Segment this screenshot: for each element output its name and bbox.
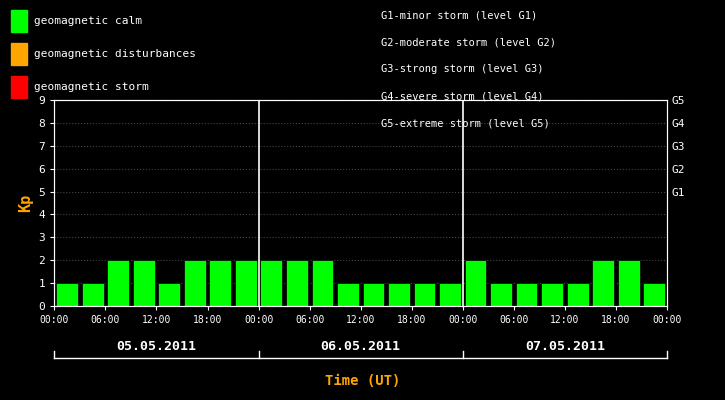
Bar	[133, 260, 154, 306]
Bar	[286, 260, 307, 306]
Bar	[312, 260, 334, 306]
Text: geomagnetic calm: geomagnetic calm	[34, 16, 142, 26]
Text: 07.05.2011: 07.05.2011	[525, 340, 605, 352]
Bar	[388, 283, 410, 306]
Bar	[57, 283, 78, 306]
Bar	[542, 283, 563, 306]
Bar	[337, 283, 359, 306]
Bar	[465, 260, 486, 306]
Text: G2-moderate storm (level G2): G2-moderate storm (level G2)	[381, 37, 555, 47]
Bar	[107, 260, 129, 306]
Bar	[184, 260, 206, 306]
Text: 06.05.2011: 06.05.2011	[320, 340, 401, 352]
Bar	[414, 283, 435, 306]
Bar	[439, 283, 461, 306]
Bar	[643, 283, 665, 306]
Text: G4-severe storm (level G4): G4-severe storm (level G4)	[381, 92, 543, 102]
Bar	[82, 283, 104, 306]
Bar	[260, 260, 282, 306]
Bar	[362, 283, 384, 306]
Bar	[210, 260, 231, 306]
Y-axis label: Kp: Kp	[18, 194, 33, 212]
Text: G5-extreme storm (level G5): G5-extreme storm (level G5)	[381, 119, 550, 129]
Text: geomagnetic storm: geomagnetic storm	[34, 82, 149, 92]
Text: G3-strong storm (level G3): G3-strong storm (level G3)	[381, 64, 543, 74]
Text: Time (UT): Time (UT)	[325, 374, 400, 388]
Bar	[567, 283, 589, 306]
Text: G1-minor storm (level G1): G1-minor storm (level G1)	[381, 10, 537, 20]
Bar	[515, 283, 537, 306]
Bar	[592, 260, 614, 306]
Bar	[158, 283, 180, 306]
Text: geomagnetic disturbances: geomagnetic disturbances	[34, 49, 196, 59]
Text: 05.05.2011: 05.05.2011	[117, 340, 196, 352]
Bar	[235, 260, 257, 306]
Bar	[618, 260, 639, 306]
Bar	[490, 283, 512, 306]
